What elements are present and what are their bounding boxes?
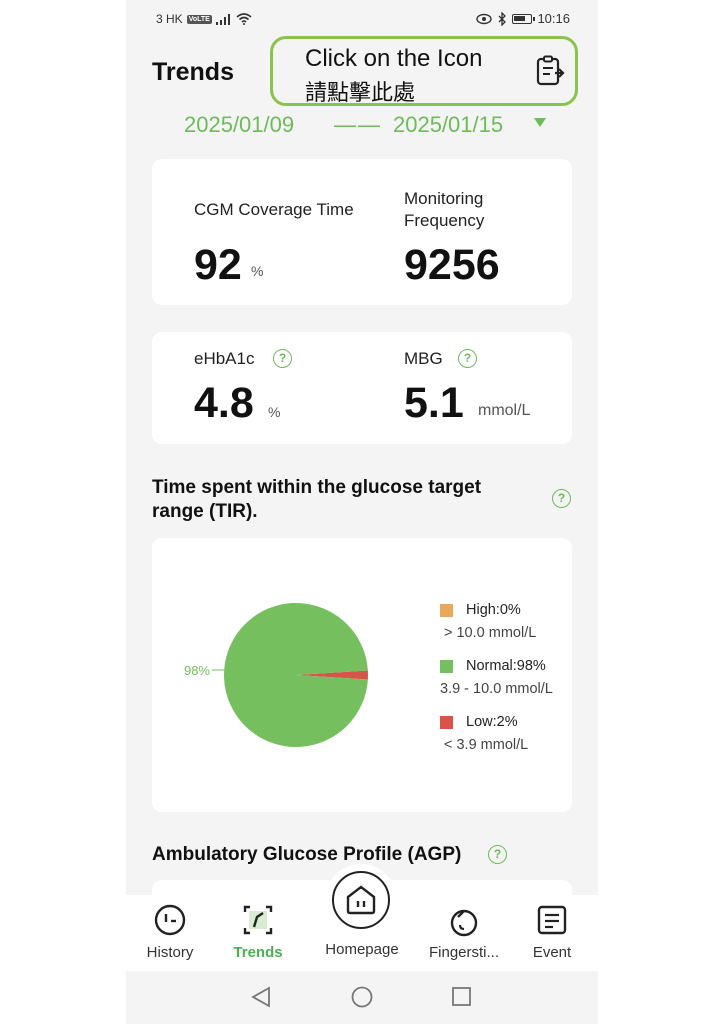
home-button[interactable] bbox=[332, 871, 390, 929]
home-icon bbox=[346, 885, 376, 915]
nav-trends[interactable]: Trends bbox=[218, 895, 298, 971]
eye-icon bbox=[476, 13, 493, 24]
ehba1c-help-icon[interactable]: ? bbox=[273, 349, 292, 368]
history-clock-icon bbox=[154, 904, 186, 936]
pie-slice-low bbox=[296, 670, 368, 680]
volte-badge: VoLTE bbox=[186, 14, 212, 24]
wifi-icon bbox=[236, 13, 252, 25]
monitoring-frequency-label-1: Monitoring bbox=[404, 189, 484, 208]
mbg-help-icon[interactable]: ? bbox=[458, 349, 477, 368]
mbg-label: MBG bbox=[404, 349, 443, 368]
bluetooth-icon bbox=[498, 11, 507, 26]
signal-icon bbox=[215, 13, 230, 25]
page-title: Trends bbox=[152, 58, 234, 86]
bottom-navigation: History Trends Homepage bbox=[126, 864, 598, 971]
nav-history[interactable]: History bbox=[130, 895, 210, 971]
nav-homepage[interactable]: Homepage bbox=[322, 895, 402, 971]
coverage-card: CGM Coverage Time 92 % Monitoring Freque… bbox=[152, 159, 572, 305]
glucose-summary-card: eHbA1c ? 4.8 % MBG ? 5.1 mmol/L bbox=[152, 332, 572, 444]
nav-fingerstick[interactable]: Fingersti... bbox=[422, 895, 506, 971]
legend-label-normal: Normal:98% bbox=[466, 658, 546, 674]
cgm-coverage-unit: % bbox=[251, 263, 264, 279]
agp-section-title: Ambulatory Glucose Profile (AGP) bbox=[152, 844, 462, 865]
legend-range-low: < 3.9 mmol/L bbox=[444, 737, 529, 753]
tir-help-icon[interactable]: ? bbox=[552, 489, 571, 508]
event-list-icon bbox=[537, 905, 567, 935]
callout-text-zh: 請點擊此處 bbox=[305, 81, 416, 106]
agp-help-icon[interactable]: ? bbox=[488, 845, 507, 864]
nav-event[interactable]: Event bbox=[512, 895, 592, 971]
report-callout[interactable]: Click on the Icon 請點擊此處 bbox=[270, 36, 578, 106]
legend-swatch-normal bbox=[440, 660, 453, 673]
status-right: 10:16 bbox=[476, 11, 570, 26]
tir-pie-chart: 98% bbox=[184, 603, 368, 747]
mbg-unit: mmol/L bbox=[478, 402, 531, 419]
nav-homepage-label: Homepage bbox=[325, 941, 399, 958]
trends-chart-icon bbox=[243, 905, 273, 935]
ehba1c-unit: % bbox=[268, 404, 281, 420]
recents-square-icon[interactable] bbox=[452, 987, 471, 1006]
monitoring-frequency-label-2: Frequency bbox=[404, 211, 485, 230]
tir-section-title: Time spent within the glucose target ran… bbox=[152, 477, 482, 522]
legend-label-high: High:0% bbox=[466, 602, 521, 618]
legend-label-low: Low:2% bbox=[466, 714, 518, 730]
legend-range-normal: 3.9 - 10.0 mmol/L bbox=[440, 681, 553, 697]
nav-fingerstick-label: Fingersti... bbox=[428, 944, 500, 961]
date-separator: —— bbox=[334, 112, 382, 137]
tir-chart-card: 98% High:0% > 10.0 mmol/L Normal:98% 3.9… bbox=[152, 538, 572, 812]
legend-swatch-high bbox=[440, 604, 453, 617]
system-navigation-bar bbox=[126, 971, 598, 1024]
nav-history-label: History bbox=[146, 944, 194, 961]
home-circle-icon[interactable] bbox=[351, 986, 373, 1008]
pie-slice-normal bbox=[224, 603, 368, 747]
cgm-coverage-value: 92 bbox=[194, 241, 242, 289]
status-bar: 3 HK VoLTE 10:16 bbox=[126, 0, 598, 38]
monitoring-frequency-value: 9256 bbox=[404, 241, 500, 289]
ehba1c-value: 4.8 bbox=[194, 379, 254, 427]
callout-text-en: Click on the Icon bbox=[305, 45, 483, 72]
carrier-label: 3 HK bbox=[156, 12, 183, 26]
nav-event-label: Event bbox=[532, 944, 572, 961]
report-document-icon[interactable] bbox=[535, 55, 565, 87]
status-left: 3 HK VoLTE bbox=[156, 12, 252, 26]
legend-swatch-low bbox=[440, 716, 453, 729]
date-range-picker[interactable]: 2025/01/09 —— 2025/01/15 bbox=[184, 112, 564, 140]
ehba1c-label: eHbA1c bbox=[194, 349, 255, 368]
start-date[interactable]: 2025/01/09 bbox=[184, 112, 295, 137]
legend-range-high: > 10.0 mmol/L bbox=[444, 625, 537, 641]
cgm-coverage-label: CGM Coverage Time bbox=[194, 200, 354, 219]
mbg-value: 5.1 bbox=[404, 379, 464, 427]
clock: 10:16 bbox=[537, 11, 570, 26]
phone-screen: 3 HK VoLTE 10:16 Tre bbox=[126, 0, 598, 1024]
dropdown-caret-icon[interactable] bbox=[534, 118, 546, 127]
system-nav-buttons bbox=[251, 986, 471, 1008]
back-icon[interactable] bbox=[251, 986, 270, 1008]
battery-icon bbox=[512, 13, 536, 24]
nav-trends-label: Trends bbox=[233, 944, 283, 961]
blood-drop-icon bbox=[450, 909, 478, 937]
end-date[interactable]: 2025/01/15 bbox=[393, 112, 504, 137]
pie-annotation-label: 98% bbox=[184, 663, 210, 678]
